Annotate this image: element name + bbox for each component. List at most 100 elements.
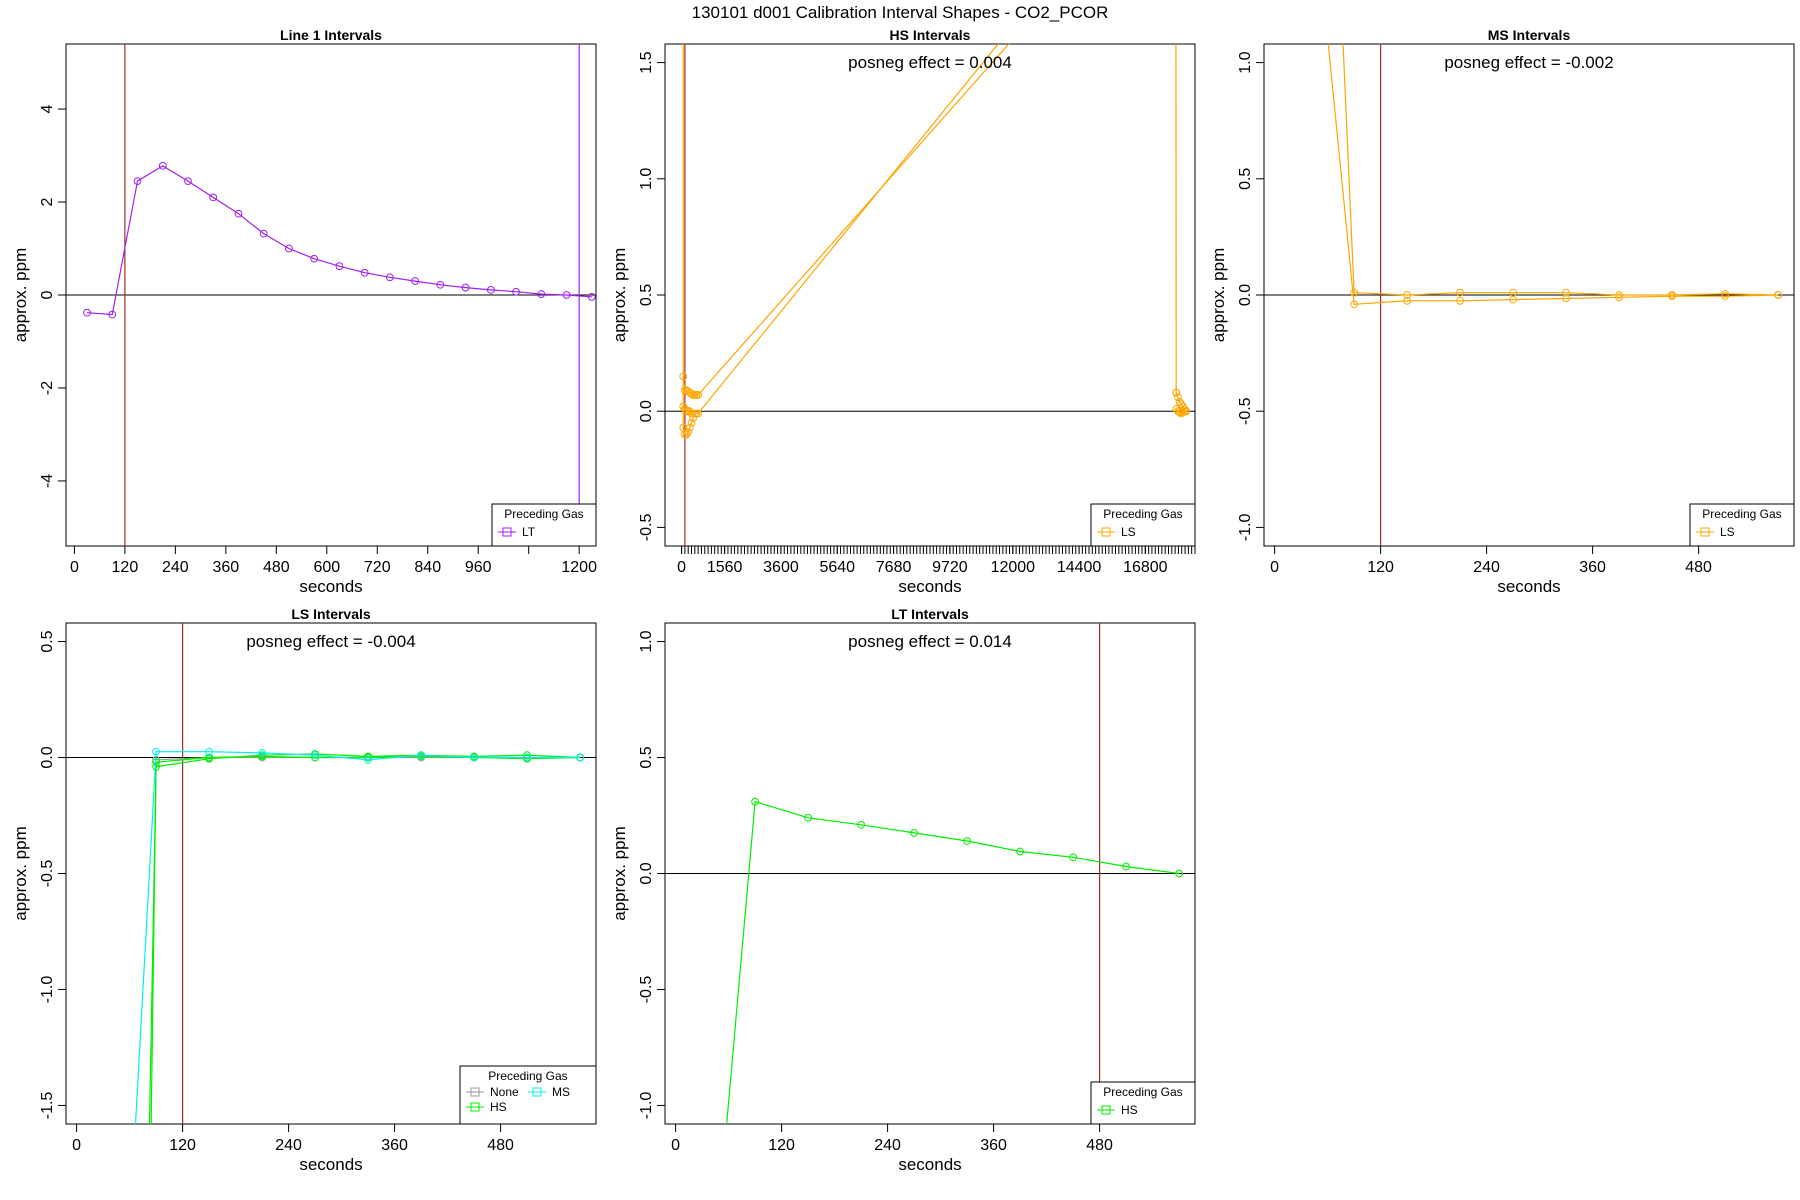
plot-area xyxy=(665,44,1195,546)
data-point xyxy=(685,407,694,416)
y-tick-label: 0.0 xyxy=(1237,284,1254,306)
data-point xyxy=(470,753,479,762)
data-point xyxy=(234,209,243,218)
y-tick-label: 1.5 xyxy=(638,51,655,73)
x-axis-label: seconds xyxy=(1497,577,1560,596)
data-point xyxy=(687,409,696,418)
x-tick-label: 1200 xyxy=(561,559,597,576)
series-line-ms xyxy=(134,751,581,1124)
x-tick-label: 240 xyxy=(1473,559,1500,576)
y-tick-label: -0.5 xyxy=(1237,397,1254,425)
legend-swatch-marker xyxy=(1700,527,1710,537)
series-line-ls xyxy=(682,44,1010,396)
x-tick-label: 360 xyxy=(212,559,239,576)
legend-swatch-marker xyxy=(532,1087,542,1097)
series-line-hs xyxy=(726,800,1180,1124)
legend-entry-label: HS xyxy=(1121,1103,1138,1117)
posneg-annotation: posneg effect = -0.004 xyxy=(246,632,415,651)
data-point xyxy=(1016,847,1024,856)
data-point xyxy=(687,418,696,427)
data-point xyxy=(1172,388,1181,397)
legend-entry-label: None xyxy=(490,1085,519,1099)
posneg-annotation: posneg effect = 0.014 xyxy=(848,632,1012,651)
data-point xyxy=(1175,869,1183,878)
data-point xyxy=(1178,408,1187,417)
legend-title: Preceding Gas xyxy=(488,1069,567,1083)
data-point xyxy=(364,755,373,764)
data-point xyxy=(335,262,344,271)
y-axis-label: approx. ppm xyxy=(610,248,629,343)
legend-title: Preceding Gas xyxy=(1702,507,1781,521)
x-axis-label: seconds xyxy=(299,577,362,596)
legend: Preceding Gas HS xyxy=(1090,1081,1196,1125)
plot-area xyxy=(1264,44,1794,546)
data-point xyxy=(205,747,214,756)
x-tick-label: 840 xyxy=(414,559,441,576)
x-tick-label: 480 xyxy=(1685,559,1712,576)
data-point xyxy=(682,430,691,439)
y-tick-label: 0.5 xyxy=(638,284,655,306)
y-tick-label: -4 xyxy=(39,474,56,488)
data-point xyxy=(1668,291,1676,299)
data-point xyxy=(684,428,693,437)
data-point xyxy=(751,797,759,806)
data-point xyxy=(1403,291,1411,299)
legend: Preceding Gas LS xyxy=(1689,503,1795,547)
legend-title: Preceding Gas xyxy=(1103,1085,1182,1099)
data-point xyxy=(436,280,445,289)
data-point xyxy=(1721,289,1729,298)
x-tick-label: 360 xyxy=(980,1137,1007,1154)
legend-swatch-marker xyxy=(502,527,512,537)
data-point xyxy=(364,753,373,762)
legend: Preceding Gas LS xyxy=(1090,503,1196,547)
legend-swatch-marker xyxy=(470,1102,480,1112)
data-point xyxy=(209,193,218,202)
data-point xyxy=(1350,288,1358,297)
data-point xyxy=(857,820,865,829)
series-line-hs xyxy=(148,753,581,1124)
x-tick-label: 480 xyxy=(487,1137,514,1154)
data-point xyxy=(83,308,91,317)
x-tick-label: 14400 xyxy=(1057,559,1102,576)
legend: Preceding Gas LT xyxy=(491,503,597,547)
data-point xyxy=(537,290,546,298)
data-point xyxy=(1615,293,1623,302)
legend-swatch-marker xyxy=(470,1087,480,1097)
data-point xyxy=(360,268,369,277)
x-tick-label: 16800 xyxy=(1123,559,1168,576)
plot-area xyxy=(66,44,596,546)
x-tick-label: 0 xyxy=(72,1137,81,1154)
panel-4: LS Intervals 0 120 240 360 480 seconds -1.5 -1.0… xyxy=(11,606,597,1174)
data-point xyxy=(1456,296,1464,305)
data-point xyxy=(562,291,571,299)
x-tick-label: 960 xyxy=(465,559,492,576)
x-tick-label: 120 xyxy=(768,1137,795,1154)
plot-area xyxy=(665,623,1195,1124)
plot-area xyxy=(66,623,596,1124)
y-tick-label: 0.5 xyxy=(638,746,655,768)
legend-box xyxy=(1090,503,1196,547)
plot-frame xyxy=(664,43,1196,547)
y-tick-label: 0.0 xyxy=(638,400,655,422)
x-tick-label: 9720 xyxy=(932,559,968,576)
x-tick-label: 0 xyxy=(1270,559,1279,576)
data-point xyxy=(679,372,688,381)
x-tick-label: 1560 xyxy=(707,559,743,576)
data-point xyxy=(411,277,420,285)
panel-title: HS Intervals xyxy=(890,27,971,43)
data-point xyxy=(1721,292,1729,301)
panel-title: Line 1 Intervals xyxy=(280,27,382,43)
x-tick-label: 600 xyxy=(313,559,340,576)
panel-5: LT Intervals 0 120 240 360 480 seconds -1.0 -0.5… xyxy=(610,606,1196,1174)
y-axis-label: approx. ppm xyxy=(11,826,30,921)
legend-entry-label: LS xyxy=(1121,525,1136,539)
y-tick-label: -1.5 xyxy=(39,1092,56,1120)
data-point xyxy=(523,753,531,762)
y-tick-label: 4 xyxy=(39,105,56,114)
data-point xyxy=(1122,862,1130,871)
data-point xyxy=(1403,296,1411,305)
x-tick-label: 0 xyxy=(671,1137,680,1154)
data-point xyxy=(1562,288,1570,297)
